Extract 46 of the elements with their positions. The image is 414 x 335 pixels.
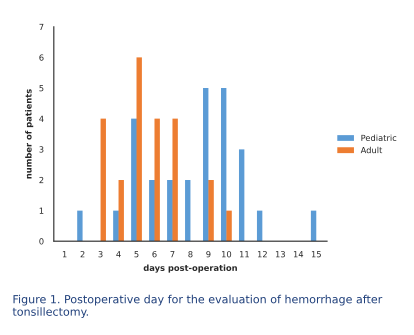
y-axis-title: number of patients xyxy=(25,89,34,178)
y-tick-label: 4 xyxy=(39,116,44,122)
x-tick-label: 4 xyxy=(116,251,121,258)
bar xyxy=(221,88,226,242)
x-tick-label: 13 xyxy=(276,251,285,258)
y-tick-label: 5 xyxy=(39,85,44,92)
bar xyxy=(77,210,83,242)
bar xyxy=(167,180,172,242)
x-tick-label: 12 xyxy=(258,251,267,258)
bar xyxy=(154,118,160,242)
bar xyxy=(208,180,214,242)
bar xyxy=(226,210,232,242)
x-tick-label: 9 xyxy=(206,251,210,258)
y-tick-label: 0 xyxy=(39,238,44,244)
bar xyxy=(100,118,106,242)
caption: Figure 1. Postoperative day for the evaluation of hemorrhage after tonsillectomy. xyxy=(12,294,382,318)
bar xyxy=(149,180,154,242)
x-tick-label: 5 xyxy=(134,251,138,258)
bar xyxy=(310,210,316,242)
y-tick-label: 6 xyxy=(39,54,44,61)
x-tick-label: 15 xyxy=(312,251,321,258)
bar xyxy=(118,180,124,242)
bar xyxy=(203,88,208,242)
x-tick-label: 1 xyxy=(62,251,66,258)
x-tick-label: 8 xyxy=(188,251,193,258)
y-tick-label: 1 xyxy=(40,208,44,214)
y-tick-label: 2 xyxy=(39,176,44,184)
x-tick-label: 11 xyxy=(240,251,249,258)
x-tick-label: 10 xyxy=(222,251,232,258)
bar xyxy=(256,210,262,242)
x-tick-label: 6 xyxy=(152,251,157,258)
bar xyxy=(136,57,142,242)
bar xyxy=(113,210,119,242)
bar xyxy=(185,180,190,242)
x-axis-title: days post-operation xyxy=(144,264,237,273)
y-tick-label: 7 xyxy=(39,24,44,30)
legend-label: Adult xyxy=(360,146,382,154)
x-tick-label: 7 xyxy=(170,251,174,258)
legend-label: Pediatric xyxy=(361,134,396,142)
y-tick-label: 3 xyxy=(39,146,44,153)
x-tick-label: 2 xyxy=(80,251,84,258)
x-tick-label: 3 xyxy=(98,251,103,258)
bar xyxy=(172,118,178,242)
bar xyxy=(238,149,244,242)
bar xyxy=(131,118,137,242)
x-tick-label: 14 xyxy=(294,251,304,258)
